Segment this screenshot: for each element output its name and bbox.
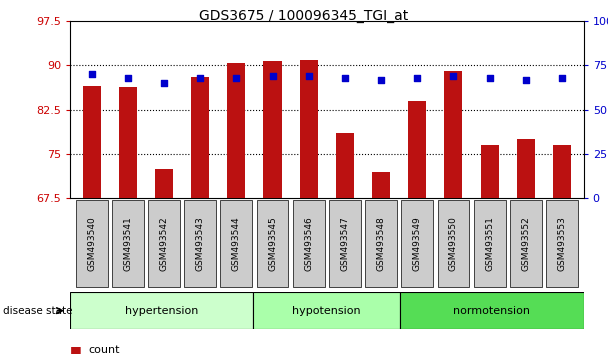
- Point: [87, 72, 97, 77]
- Bar: [227, 63, 246, 198]
- Bar: [300, 59, 318, 198]
- Point: [304, 73, 314, 79]
- FancyBboxPatch shape: [474, 200, 505, 287]
- Text: GSM493550: GSM493550: [449, 216, 458, 271]
- Point: [449, 73, 458, 79]
- Text: GSM493549: GSM493549: [413, 216, 422, 271]
- Point: [557, 75, 567, 81]
- Text: GSM493547: GSM493547: [340, 216, 350, 271]
- FancyBboxPatch shape: [70, 292, 254, 329]
- Bar: [408, 101, 426, 198]
- FancyBboxPatch shape: [254, 292, 400, 329]
- Point: [268, 73, 277, 79]
- FancyBboxPatch shape: [184, 200, 216, 287]
- Bar: [119, 87, 137, 198]
- FancyBboxPatch shape: [293, 200, 325, 287]
- Text: normotension: normotension: [454, 306, 530, 316]
- FancyBboxPatch shape: [510, 200, 542, 287]
- Text: disease state: disease state: [3, 306, 72, 316]
- FancyBboxPatch shape: [221, 200, 252, 287]
- Point: [195, 75, 205, 81]
- FancyBboxPatch shape: [148, 200, 180, 287]
- Text: ■: ■: [70, 344, 81, 354]
- Text: GSM493551: GSM493551: [485, 216, 494, 271]
- Bar: [553, 145, 571, 198]
- FancyBboxPatch shape: [546, 200, 578, 287]
- Point: [123, 75, 133, 81]
- Point: [521, 77, 531, 82]
- Bar: [517, 139, 535, 198]
- FancyBboxPatch shape: [438, 200, 469, 287]
- Text: count: count: [88, 346, 120, 354]
- Text: GSM493552: GSM493552: [521, 216, 530, 271]
- Text: GSM493548: GSM493548: [376, 216, 385, 271]
- Point: [159, 80, 169, 86]
- Text: GSM493542: GSM493542: [159, 216, 168, 271]
- Point: [412, 75, 422, 81]
- Text: GSM493543: GSM493543: [196, 216, 205, 271]
- Point: [340, 75, 350, 81]
- Point: [376, 77, 386, 82]
- FancyBboxPatch shape: [257, 200, 288, 287]
- Text: hypotension: hypotension: [292, 306, 361, 316]
- FancyBboxPatch shape: [400, 292, 584, 329]
- Bar: [83, 86, 101, 198]
- Text: GSM493541: GSM493541: [123, 216, 133, 271]
- Bar: [191, 77, 209, 198]
- Text: GSM493546: GSM493546: [304, 216, 313, 271]
- Text: GDS3675 / 100096345_TGI_at: GDS3675 / 100096345_TGI_at: [199, 9, 409, 23]
- Text: hypertension: hypertension: [125, 306, 198, 316]
- Bar: [372, 172, 390, 198]
- Text: GSM493545: GSM493545: [268, 216, 277, 271]
- Text: GSM493553: GSM493553: [558, 216, 567, 271]
- Point: [485, 75, 494, 81]
- Bar: [155, 169, 173, 198]
- Bar: [444, 72, 463, 198]
- FancyBboxPatch shape: [112, 200, 143, 287]
- FancyBboxPatch shape: [329, 200, 361, 287]
- Text: GSM493544: GSM493544: [232, 216, 241, 271]
- Bar: [336, 133, 354, 198]
- Text: GSM493540: GSM493540: [87, 216, 96, 271]
- Point: [232, 75, 241, 81]
- Bar: [263, 61, 282, 198]
- FancyBboxPatch shape: [365, 200, 397, 287]
- FancyBboxPatch shape: [401, 200, 433, 287]
- FancyBboxPatch shape: [76, 200, 108, 287]
- Bar: [480, 145, 499, 198]
